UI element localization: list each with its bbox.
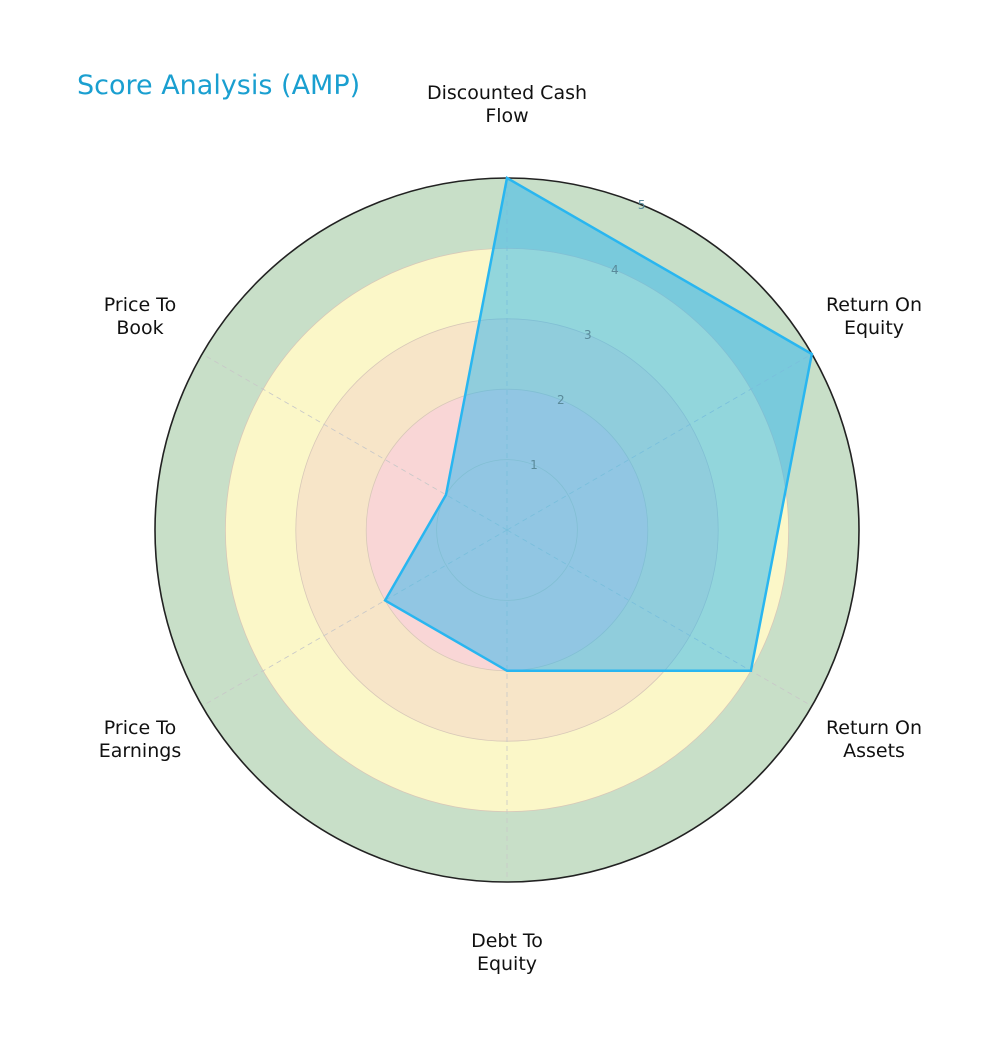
series-amp-polygon [383, 176, 814, 673]
radial-tick-label: 2 [557, 393, 565, 407]
axis-label-pe: Price To Earnings [98, 717, 182, 762]
axis-label-pb: Price To Book [103, 294, 177, 339]
radial-tick-label: 5 [638, 198, 646, 212]
chart-title: Score Analysis (AMP) [77, 70, 361, 101]
radial-tick-label: 1 [530, 458, 538, 472]
axis-label-dcf: Discounted Cash Flow [426, 82, 588, 127]
axis-label-roa: Return On Assets [825, 717, 923, 762]
axis-label-de: Debt To Equity [471, 930, 543, 975]
axis-label-roe: Return On Equity [825, 294, 923, 339]
radial-tick-label: 3 [584, 328, 592, 342]
radial-tick-label: 4 [611, 263, 619, 277]
